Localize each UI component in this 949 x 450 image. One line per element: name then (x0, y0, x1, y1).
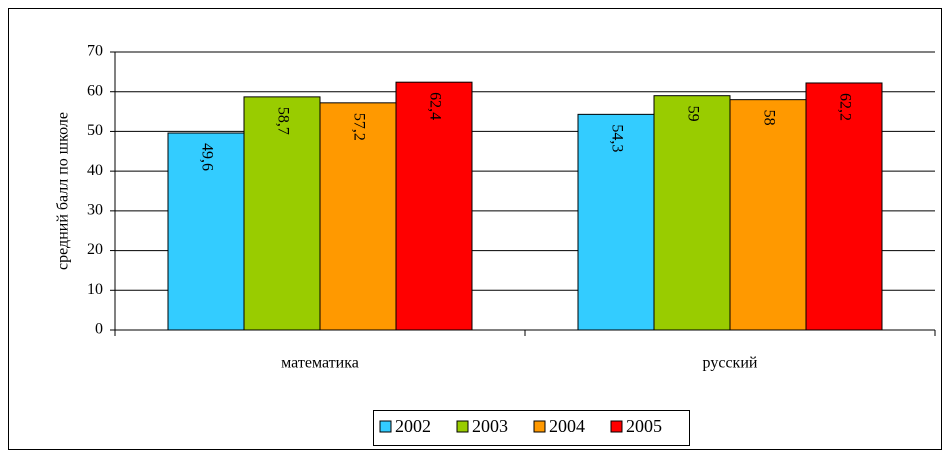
data-label: 57,2 (350, 113, 367, 141)
x-tick-label: математика (281, 355, 359, 372)
legend-label: 2004 (549, 416, 585, 436)
legend-swatch (456, 420, 469, 433)
data-label: 62,2 (836, 93, 853, 121)
y-tick-label: 50 (87, 122, 103, 139)
x-tick-label: русский (703, 355, 758, 372)
legend-label: 2005 (626, 416, 662, 436)
legend-swatch (379, 420, 392, 433)
legend-label: 2002 (395, 416, 431, 436)
y-axis-label: средний балл по школе (55, 112, 72, 270)
bar (167, 132, 245, 331)
y-tick-label: 0 (95, 321, 103, 338)
bar (319, 102, 397, 331)
bar (729, 99, 807, 331)
bar (577, 113, 655, 331)
bar (395, 81, 473, 331)
bar (243, 96, 321, 331)
y-tick-label: 40 (87, 162, 103, 179)
bar (805, 82, 883, 331)
data-label: 59 (684, 106, 701, 122)
data-label: 54,3 (608, 124, 625, 152)
data-label: 58,7 (274, 107, 291, 135)
data-label: 62,4 (426, 92, 443, 120)
legend-swatch (610, 420, 623, 433)
y-tick-label: 30 (87, 202, 103, 219)
y-tick-label: 70 (87, 43, 103, 60)
y-tick-label: 60 (87, 82, 103, 99)
y-tick-label: 20 (87, 241, 103, 258)
bar (653, 95, 731, 331)
data-label: 58 (760, 110, 777, 126)
legend-box (373, 410, 690, 446)
data-label: 49,6 (198, 143, 215, 171)
y-tick-label: 10 (87, 281, 103, 298)
legend-label: 2003 (472, 416, 508, 436)
legend-swatch (533, 420, 546, 433)
